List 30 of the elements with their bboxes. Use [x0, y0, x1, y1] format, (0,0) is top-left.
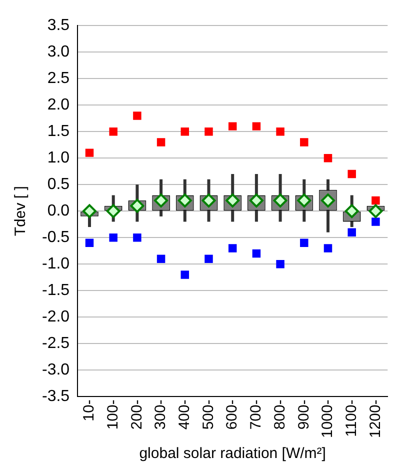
y-tick-label: 2.5: [47, 70, 70, 88]
y-tick-label: 0.5: [47, 176, 70, 194]
y-tick-label: 0.0: [47, 202, 70, 220]
y-tick-label: 3.5: [47, 17, 70, 34]
x-tick-label: 700-: [248, 400, 265, 430]
y-tick-label: 3.0: [47, 44, 70, 61]
y-tick-label: -1.5: [42, 282, 70, 300]
x-tick-label: 500-: [200, 400, 217, 430]
x-tick-label: 1000-: [319, 400, 336, 438]
y-axis-title: Tdev [ ]: [12, 186, 30, 236]
x-tick-label: 100-: [104, 400, 122, 430]
x-tick-label: 800-: [271, 400, 288, 430]
y-tick-label: -3.5: [42, 388, 70, 406]
x-tick-label: 400-: [176, 400, 194, 430]
y-tick-label: -3.0: [42, 362, 70, 379]
y-tick-label: -0.5: [42, 229, 70, 246]
x-tick-label: 1100-: [342, 400, 360, 437]
x-tick-label: 300-: [152, 400, 170, 430]
y-tick-label: 1.5: [47, 123, 70, 140]
x-tick-label: 200-: [128, 400, 146, 430]
y-tick-label: 1.0: [47, 150, 70, 167]
x-tick-label: 10-: [80, 400, 98, 422]
x-axis-title: global solar radiation [W/m²]: [139, 445, 326, 462]
y-tick-label: -2.5: [42, 335, 70, 352]
x-tick-label: 900-: [295, 400, 312, 430]
x-tick-label: 600-: [224, 400, 241, 430]
y-tick-label: -1.0: [42, 256, 70, 273]
y-tick-label: 2.0: [47, 96, 70, 114]
x-tick-label: 1200-: [366, 400, 384, 438]
y-tick-label: -2.0: [42, 308, 70, 326]
